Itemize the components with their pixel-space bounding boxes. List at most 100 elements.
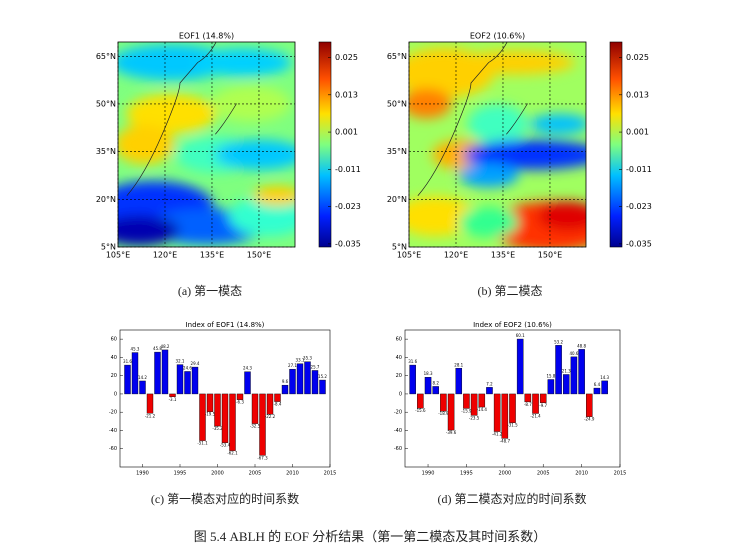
bar — [470, 393, 478, 416]
value-label: -53.4 — [220, 443, 231, 448]
map-blob — [118, 44, 232, 81]
bar — [516, 338, 524, 395]
value-label: -3.1 — [169, 397, 177, 402]
x-tick-label: 105°E — [397, 251, 421, 260]
x-tick-label: 105°E — [106, 251, 130, 260]
y-tick-label: 60 — [111, 337, 117, 343]
colorbar-tick-label: -0.011 — [335, 165, 361, 174]
bar — [251, 393, 259, 424]
panel-caption: (a) 第一模态 — [177, 284, 243, 298]
coastline — [417, 42, 528, 196]
y-tick-label: 65°N — [96, 52, 116, 61]
y-tick-label: -60 — [394, 446, 402, 452]
bar — [199, 393, 206, 441]
bar — [281, 384, 289, 395]
map-field — [118, 42, 295, 247]
value-label: 53.2 — [554, 339, 563, 344]
colorbar-tick-label: 0.001 — [335, 128, 358, 137]
map-title: EOF1 (14.8%) — [179, 32, 234, 41]
y-tick-label: 35°N — [387, 147, 407, 156]
x-tick-label: 135°E — [200, 251, 224, 260]
x-tick-label: 1995 — [174, 471, 187, 477]
value-label: 29.4 — [191, 361, 200, 366]
map-blob — [118, 215, 180, 246]
x-tick-label: 2000 — [211, 471, 224, 477]
y-tick-label: 60 — [396, 337, 402, 343]
map-blob — [458, 163, 519, 188]
map-blob — [462, 139, 586, 170]
value-label: -8.4 — [274, 402, 282, 407]
bar — [578, 349, 585, 395]
y-tick-label: 40 — [396, 355, 402, 361]
bar — [539, 393, 547, 403]
bar — [124, 364, 131, 395]
x-tick-label: 2015 — [614, 471, 627, 477]
bar — [184, 371, 191, 395]
y-tick-label: 5°N — [392, 243, 407, 252]
bar — [131, 352, 139, 395]
value-label: 48.8 — [577, 343, 586, 348]
value-label: 25.7 — [311, 364, 320, 369]
panel-caption: (d) 第二模态对应的时间系数 — [437, 492, 587, 506]
value-label: -21.2 — [145, 413, 156, 418]
map-blob — [458, 207, 519, 238]
y-tick-label: 50°N — [387, 99, 407, 108]
bar — [176, 364, 184, 395]
coastline — [126, 42, 237, 196]
bar — [424, 377, 432, 395]
colorbar-tick-label: -0.035 — [626, 239, 652, 248]
value-label: -41.2 — [492, 432, 503, 437]
colorbar-tick-label: -0.035 — [335, 239, 361, 248]
y-tick-label: 20 — [111, 373, 117, 379]
bar — [593, 387, 601, 395]
value-label: 40.6 — [569, 351, 578, 356]
bar — [509, 393, 516, 423]
value-label: -32.5 — [250, 424, 261, 429]
map-blob — [538, 201, 586, 232]
map-blob — [455, 50, 576, 75]
value-label: 8.2 — [433, 380, 440, 385]
bar — [493, 393, 501, 432]
panel-caption: (c) 第一模态对应的时间系数 — [150, 492, 300, 506]
colorbar — [609, 41, 623, 248]
bar — [221, 393, 229, 443]
bar — [319, 379, 326, 395]
y-tick-label: 5°N — [101, 243, 116, 252]
map-blob — [118, 124, 175, 165]
colorbar-tick-label: -0.023 — [626, 202, 652, 211]
value-label: 31.6 — [408, 359, 417, 364]
value-label: -39.6 — [446, 430, 457, 435]
value-label: -24.9 — [584, 417, 595, 422]
x-tick-label: 1995 — [460, 471, 473, 477]
bar — [296, 363, 304, 395]
bar — [214, 393, 221, 427]
x-tick-label: 2005 — [537, 471, 550, 477]
bar — [206, 393, 214, 412]
bar — [236, 393, 244, 400]
bar — [417, 393, 424, 409]
bar — [244, 371, 251, 395]
value-label: -19.5 — [205, 412, 216, 417]
chart-title: Index of EOF1 (14.8%) — [186, 321, 265, 329]
map-blob — [409, 196, 476, 237]
bar — [601, 380, 608, 395]
bar — [486, 387, 493, 395]
x-tick-label: 135°E — [491, 251, 515, 260]
map-field — [409, 42, 586, 247]
value-label: 14.2 — [138, 375, 147, 380]
bar — [570, 356, 578, 395]
value-label: 45.8 — [153, 346, 162, 351]
x-tick-label: 1990 — [422, 471, 435, 477]
bar — [169, 393, 176, 397]
map-blobs — [118, 44, 295, 246]
value-label: 48.2 — [161, 344, 170, 349]
x-tick-label: 2015 — [324, 471, 337, 477]
y-tick-label: 20 — [396, 373, 402, 379]
bar — [547, 379, 555, 395]
y-tick-label: 0 — [399, 391, 402, 397]
value-label: -6.3 — [236, 400, 244, 405]
plot-frame — [404, 329, 621, 468]
bar — [191, 366, 199, 395]
bar — [562, 374, 570, 395]
